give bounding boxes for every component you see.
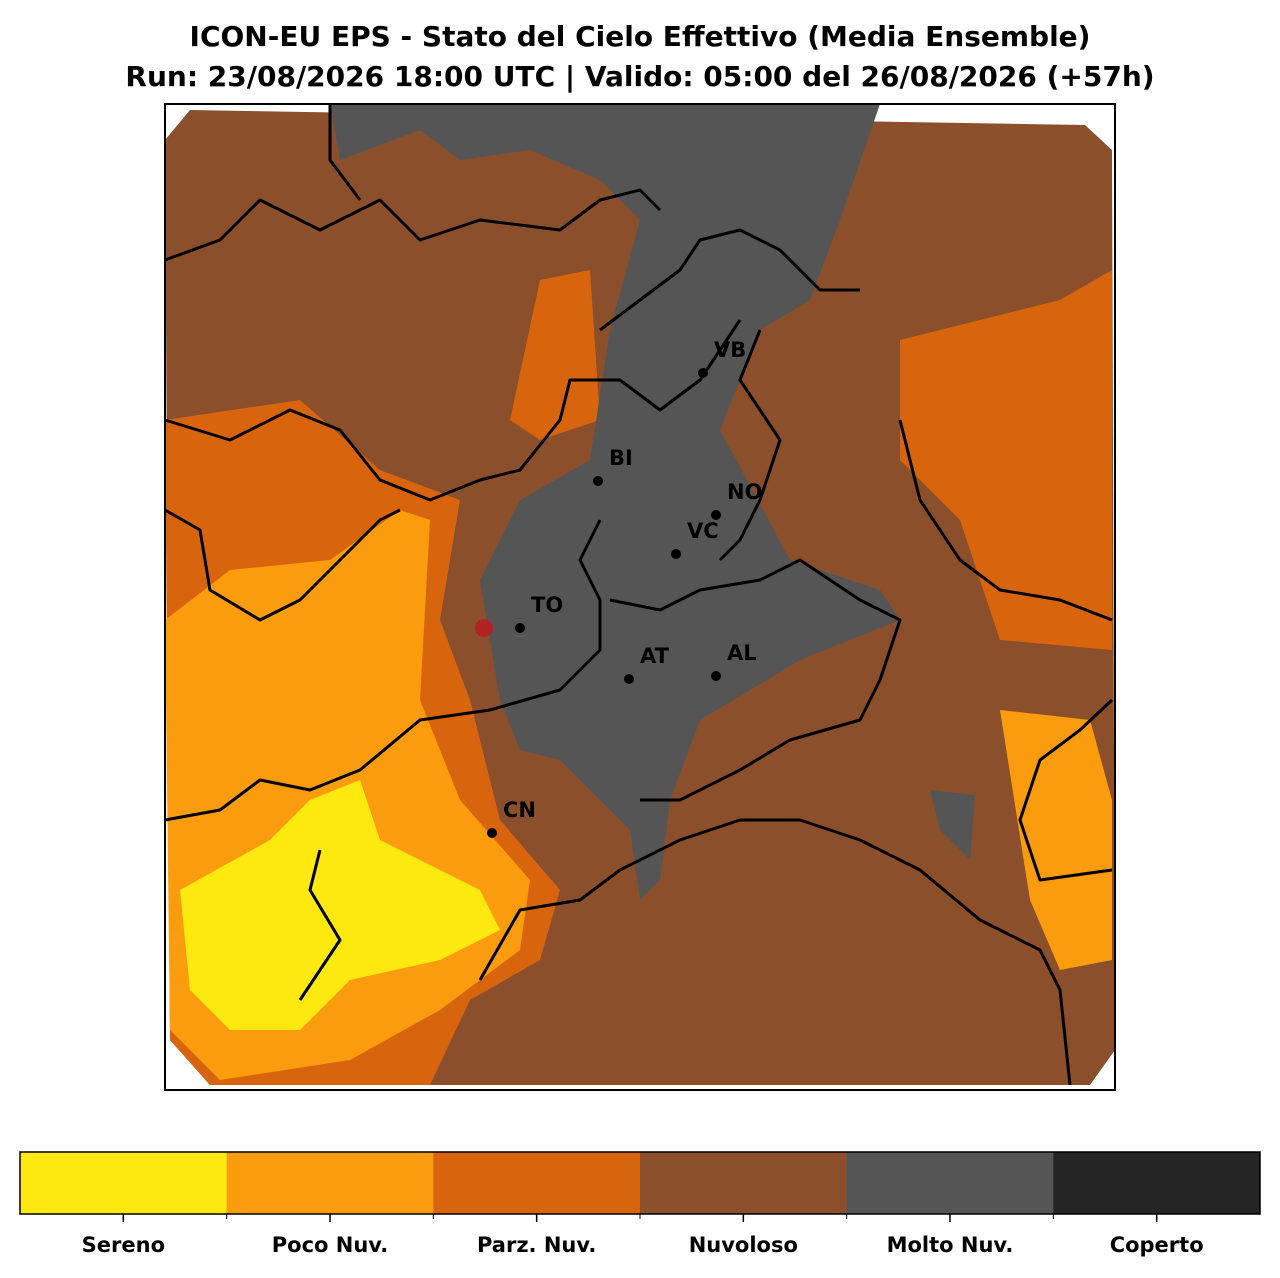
city-label: CN: [503, 798, 536, 822]
map-frame: [164, 103, 1116, 1091]
legend-label: Sereno: [82, 1233, 165, 1257]
region-poco: [1000, 710, 1112, 970]
map: VB BI NO VC TO AT AL CN: [164, 103, 1116, 1091]
region-molto: [330, 104, 900, 900]
title-line: ICON-EU EPS - Stato del Cielo Effettivo …: [190, 20, 1091, 53]
legend-label: Coperto: [1110, 1233, 1204, 1257]
legend-label: Poco Nuv.: [272, 1233, 388, 1257]
city-label: AL: [727, 641, 757, 665]
region-molto: [930, 790, 975, 860]
colorbar-segment: [846, 1152, 1054, 1214]
legend-label: Nuvoloso: [689, 1233, 798, 1257]
colorbar: Sereno Poco Nuv. Parz. Nuv. Nuvoloso Molto N…: [19, 1151, 1261, 1257]
colorbar-segment: [640, 1152, 848, 1214]
city-label: BI: [609, 446, 633, 470]
colorbar-segment: [1053, 1152, 1261, 1214]
colorbar-segment: [226, 1152, 434, 1214]
city-label: AT: [640, 644, 670, 668]
city-label: TO: [531, 593, 563, 617]
legend-label: Molto Nuv.: [887, 1233, 1014, 1257]
region-parz: [510, 270, 600, 440]
city-label: NO: [727, 480, 762, 504]
legend-label: Parz. Nuv.: [477, 1233, 596, 1257]
colorbar-frame: [19, 1151, 1261, 1215]
region-sereno: [180, 780, 500, 1030]
region-parz: [900, 270, 1112, 650]
city-label: VB: [714, 338, 746, 362]
city-dots: [487, 368, 721, 838]
colorbar-segment: [433, 1152, 641, 1214]
title-line: Run: 23/08/2026 18:00 UTC | Valido: 05:0…: [125, 60, 1154, 93]
marker: [475, 619, 493, 637]
city-label: VC: [687, 519, 719, 543]
colorbar-segment: [20, 1152, 228, 1214]
